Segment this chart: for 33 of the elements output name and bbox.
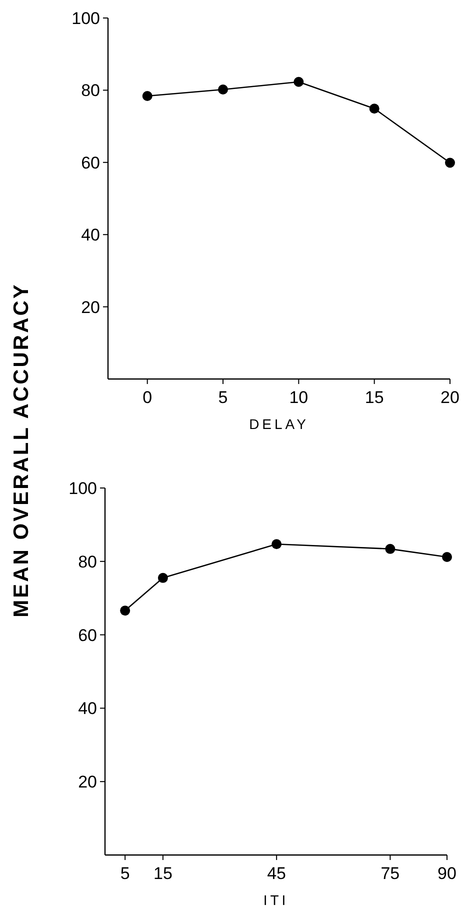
x-tick-label: 0: [142, 388, 152, 407]
y-axis-title: MEAN OVERALL ACCURACY: [10, 282, 33, 618]
point: [442, 552, 452, 562]
x-tick-label: 15: [153, 864, 172, 883]
x-axis-title: ITI: [263, 892, 289, 906]
y-tick-label: 100: [68, 478, 97, 498]
point: [218, 84, 228, 94]
y-tick-label: 20: [78, 772, 97, 792]
point: [445, 158, 455, 168]
x-tick-label: 15: [364, 388, 384, 407]
point: [142, 90, 152, 101]
point: [158, 572, 168, 583]
point: [385, 544, 396, 554]
x-tick-label: 20: [440, 388, 460, 407]
x-axis-title: DELAY: [249, 416, 309, 432]
x-tick-label: 5: [120, 864, 130, 883]
point: [120, 606, 130, 616]
y-tick-label: 60: [81, 153, 100, 172]
point: [369, 104, 380, 114]
point: [272, 539, 282, 550]
x-tick-label: 5: [218, 388, 228, 407]
y-tick-label: 20: [81, 298, 100, 317]
x-tick-label: 10: [289, 388, 308, 407]
y-tick-label: 100: [72, 8, 100, 28]
x-tick-label: 90: [438, 864, 456, 883]
y-tick-label: 80: [78, 552, 97, 572]
y-tick-label: 40: [81, 226, 100, 245]
x-tick-label: 45: [267, 864, 286, 883]
y-tick-label: 40: [78, 699, 97, 718]
y-tick-label: 60: [78, 626, 97, 645]
point: [294, 76, 304, 87]
x-tick-label: 75: [380, 864, 400, 883]
y-tick-label: 80: [81, 81, 100, 100]
